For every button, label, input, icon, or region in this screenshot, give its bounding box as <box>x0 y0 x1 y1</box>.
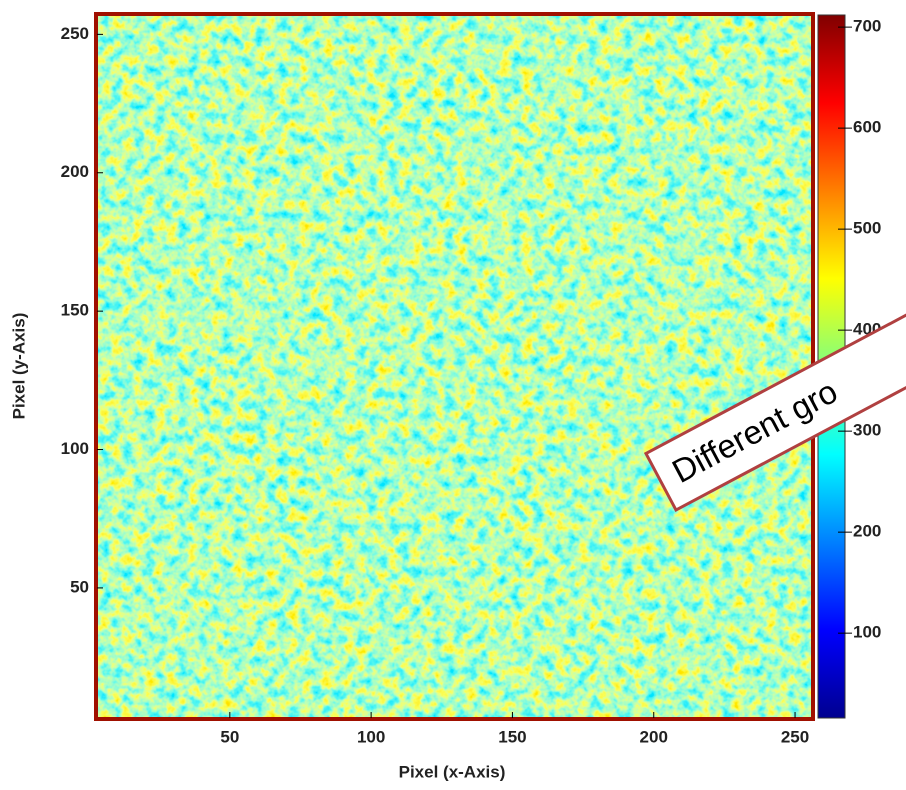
y-tick-label: 100 <box>61 439 89 458</box>
colorbar-tick-label: 500 <box>853 219 881 238</box>
annotation-box <box>643 301 906 513</box>
colorbar-tick-label: 300 <box>853 421 881 440</box>
x-tick-label: 250 <box>781 727 809 746</box>
x-tick-label: 100 <box>357 727 385 746</box>
y-tick-label: 150 <box>61 301 89 320</box>
y-tick-label: 250 <box>61 24 89 43</box>
colorbar-tick-label: 100 <box>853 623 881 642</box>
colorbar-tick-label: 700 <box>853 17 881 36</box>
y-tick-label: 50 <box>70 577 89 596</box>
colorbar-tick-label: 200 <box>853 522 881 541</box>
y-tick-label: 200 <box>61 162 89 181</box>
x-axis-label: Pixel (x-Axis) <box>399 762 506 781</box>
x-tick-label: 200 <box>640 727 668 746</box>
colorbar-tick-label: 600 <box>853 118 881 137</box>
heatmap-image <box>98 16 811 717</box>
y-axis-label: Pixel (y-Axis) <box>9 313 28 420</box>
x-tick-label: 50 <box>220 727 239 746</box>
x-tick-label: 150 <box>498 727 526 746</box>
